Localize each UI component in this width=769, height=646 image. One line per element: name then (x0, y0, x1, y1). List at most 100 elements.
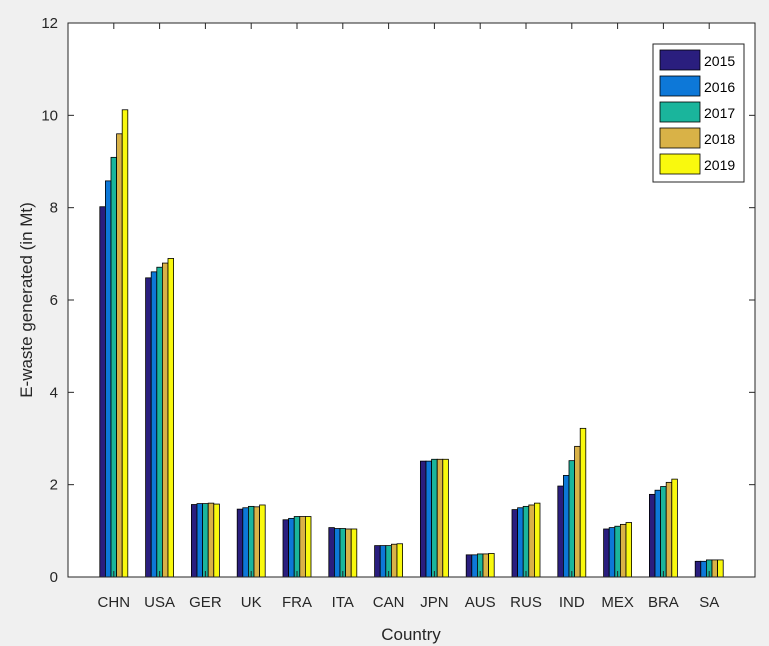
bar-ger-2019 (213, 503, 220, 578)
x-tick-label-ita: ITA (332, 594, 354, 611)
bar-aus-2019 (488, 553, 495, 578)
x-tick-label-rus: RUS (510, 594, 542, 611)
bar-rus-2019 (534, 502, 541, 578)
x-tick-label-bra: BRA (648, 594, 679, 611)
bar-uk-2016 (242, 507, 249, 578)
y-tick-label: 4 (50, 384, 58, 401)
y-tick-label: 6 (50, 292, 58, 309)
bar-chn-2015 (99, 206, 106, 578)
bar-ita-2016 (333, 528, 341, 578)
bar-sa-2015 (694, 560, 702, 578)
bar-uk-2018 (253, 506, 260, 578)
bar-rus-2018 (528, 504, 535, 578)
axes-group (67, 22, 756, 578)
legend-swatch-2018 (659, 127, 701, 149)
x-tick-label-mex: MEX (601, 594, 634, 611)
bar-rus-2015 (511, 509, 518, 578)
bar-ind-2016 (563, 475, 570, 578)
bar-jpn-2019 (442, 458, 449, 578)
y-axis-title: E-waste generated (in Mt) (17, 202, 36, 398)
bar-bra-2015 (649, 493, 656, 578)
bar-usa-2016 (150, 271, 158, 578)
bar-jpn-2016 (425, 460, 432, 578)
bar-sa-2019 (717, 559, 724, 578)
bar-ita-2017 (339, 528, 346, 578)
legend-label-2016: 2016 (704, 79, 735, 95)
x-tick-label-fra: FRA (282, 594, 312, 611)
bar-aus-2016 (471, 554, 478, 578)
x-tick-label-uk: UK (241, 594, 262, 611)
x-tick-label-ger: GER (189, 594, 222, 611)
bar-uk-2017 (247, 505, 255, 578)
bar-chn-2017 (110, 156, 117, 578)
x-tick-label-chn: CHN (98, 594, 131, 611)
bar-usa-2018 (161, 262, 169, 578)
bar-bra-2017 (660, 486, 667, 578)
bar-usa-2017 (156, 266, 163, 578)
bar-mex-2015 (603, 528, 610, 578)
legend-label-2018: 2018 (704, 131, 735, 147)
bar-ger-2015 (190, 504, 198, 578)
bar-chn-2019 (121, 109, 129, 578)
bar-ind-2019 (579, 427, 587, 578)
y-tick-label: 12 (41, 15, 58, 32)
bar-ger-2017 (202, 503, 209, 578)
bar-mex-2016 (608, 527, 616, 578)
bar-rus-2016 (517, 507, 524, 578)
bar-ind-2017 (568, 460, 575, 578)
x-tick-label-can: CAN (373, 594, 405, 611)
legend: 2015 2016 2017 2018 2019 (652, 43, 745, 183)
bar-chn-2016 (105, 180, 112, 578)
x-tick-label-sa: SA (699, 594, 719, 611)
bar-usa-2019 (167, 258, 174, 578)
bar-mex-2018 (620, 523, 627, 578)
bar-fra-2015 (282, 519, 289, 578)
bar-mex-2019 (625, 522, 632, 578)
bar-aus-2015 (465, 554, 473, 578)
bar-fra-2019 (304, 516, 312, 578)
legend-swatch-2016 (659, 75, 701, 97)
bar-chn-2018 (116, 133, 123, 578)
legend-swatch-2015 (659, 49, 701, 71)
bar-aus-2018 (482, 553, 489, 578)
legend-label-2017: 2017 (704, 105, 735, 121)
x-tick-label-jpn: JPN (420, 594, 448, 611)
bar-can-2016 (379, 545, 387, 578)
bar-usa-2015 (145, 277, 152, 578)
bar-jpn-2017 (431, 458, 438, 578)
bar-can-2018 (390, 543, 398, 578)
bar-can-2019 (396, 543, 403, 578)
bar-bra-2018 (665, 481, 673, 578)
x-tick-label-aus: AUS (465, 594, 496, 611)
legend-swatch-2019 (659, 153, 701, 175)
y-tick-label: 8 (50, 200, 58, 217)
y-tick-label: 0 (50, 569, 58, 586)
bar-sa-2018 (711, 559, 718, 578)
y-tick-labels: 0 2 4 6 8 10 12 (41, 15, 58, 586)
legend-swatch-2017 (659, 101, 701, 123)
bar-ita-2019 (350, 528, 358, 578)
bar-ita-2018 (345, 528, 352, 578)
bar-bra-2016 (654, 489, 661, 578)
legend-label-2019: 2019 (704, 157, 735, 173)
bar-uk-2019 (259, 504, 266, 578)
bar-jpn-2015 (419, 460, 427, 578)
bar-rus-2017 (522, 505, 530, 578)
bar-uk-2015 (236, 508, 244, 578)
bar-fra-2018 (299, 516, 306, 578)
x-axis-title: Country (381, 625, 441, 644)
bar-ind-2018 (574, 445, 581, 578)
x-tick-labels: CHN USA GER UK FRA ITA CAN JPN AUS RUS IND MEX BRA SA (98, 594, 720, 611)
y-tick-label: 2 (50, 477, 58, 494)
bar-jpn-2018 (436, 458, 444, 578)
bar-fra-2016 (288, 517, 295, 578)
bar-fra-2017 (293, 516, 301, 578)
x-tick-label-usa: USA (144, 594, 175, 611)
x-tick-label-ind: IND (559, 594, 585, 611)
y-tick-label: 10 (41, 107, 58, 124)
bar-ger-2018 (207, 502, 215, 578)
bar-can-2015 (374, 545, 381, 578)
bar-mex-2017 (614, 525, 621, 578)
bar-sa-2016 (700, 560, 707, 578)
